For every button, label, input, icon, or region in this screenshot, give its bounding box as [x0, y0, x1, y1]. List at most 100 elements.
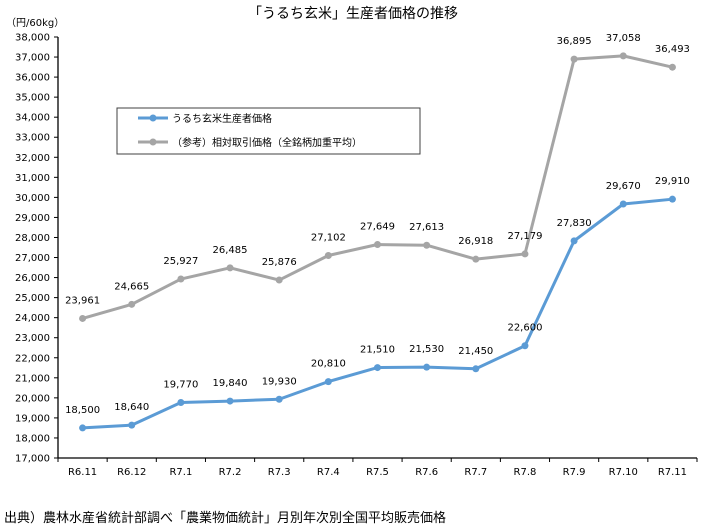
data-point — [423, 363, 431, 371]
data-point — [570, 55, 578, 63]
legend-swatch-marker — [149, 138, 157, 146]
y-tick-label: 38,000 — [15, 33, 50, 44]
data-label: 29,910 — [655, 176, 690, 187]
data-point — [472, 365, 480, 373]
data-point — [324, 378, 332, 386]
data-point — [374, 241, 381, 249]
series-producer-price: 18,500 18,640 19,770 19,840 19,930 20,810 21,5… — [65, 176, 690, 432]
y-tick-label: 24,000 — [15, 313, 50, 324]
data-label: 20,810 — [311, 359, 346, 370]
data-label: 36,895 — [557, 36, 592, 47]
legend-label: うるち玄米生産者価格 — [172, 112, 272, 125]
x-tick-label: R7.2 — [219, 467, 242, 478]
data-point — [177, 275, 185, 283]
data-point — [275, 395, 283, 403]
y-tick-label: 20,000 — [15, 393, 50, 404]
data-label: 21,450 — [458, 346, 493, 357]
data-label: 19,840 — [213, 378, 248, 389]
x-tick-label: R7.7 — [464, 467, 487, 478]
data-label: 27,613 — [409, 222, 444, 233]
data-point — [128, 421, 136, 429]
data-point — [128, 300, 136, 308]
x-tick-label: R6.12 — [117, 467, 146, 478]
data-label: 27,830 — [557, 218, 592, 229]
source-note: 出典）農林水産省統計部調べ「農業物価統計」月別年次別全国平均販売価格 — [4, 510, 446, 526]
y-tick-label: 31,000 — [15, 173, 50, 184]
legend-box — [116, 107, 421, 155]
data-label: 18,640 — [114, 402, 149, 413]
y-tick-label: 37,000 — [15, 53, 50, 64]
y-tick-label: 23,000 — [15, 333, 50, 344]
y-tick-label: 22,000 — [15, 353, 50, 364]
data-point — [521, 250, 529, 258]
data-point — [79, 314, 87, 322]
data-label: 25,876 — [262, 257, 297, 268]
data-label: 19,930 — [262, 376, 297, 387]
y-tick-label: 36,000 — [15, 73, 50, 84]
legend-swatch-marker — [149, 114, 157, 122]
data-point — [668, 195, 676, 203]
y-tick-label: 18,000 — [15, 433, 50, 444]
x-tick-label: R7.4 — [317, 467, 340, 478]
data-point — [472, 255, 480, 263]
data-point — [226, 397, 234, 405]
data-label: 27,649 — [360, 222, 395, 233]
x-tick-label: R7.8 — [514, 467, 537, 478]
y-tick-label: 34,000 — [15, 113, 50, 124]
y-tick-label: 28,000 — [15, 233, 50, 244]
data-label: 26,485 — [213, 245, 248, 256]
data-point — [619, 52, 627, 60]
data-label: 25,927 — [163, 256, 198, 267]
data-label: 21,510 — [360, 345, 395, 356]
data-label: 21,530 — [409, 344, 444, 355]
series-relative-trade-price: 23,961 24,665 25,927 26,485 25,876 27,102 27,6… — [65, 33, 690, 322]
y-tick-label: 21,000 — [15, 373, 50, 384]
y-tick-label: 33,000 — [15, 133, 50, 144]
y-tick-label: 27,000 — [15, 253, 50, 264]
data-label: 18,500 — [65, 405, 100, 416]
x-tick-label: R7.6 — [415, 467, 438, 478]
data-point — [324, 251, 332, 259]
data-point — [668, 63, 676, 71]
y-tick-label: 19,000 — [15, 413, 50, 424]
y-tick-label: 25,000 — [15, 293, 50, 304]
data-point — [275, 276, 283, 284]
y-axis-unit-label: （円/60kg） — [6, 17, 64, 29]
data-label: 27,102 — [311, 232, 346, 243]
data-label: 22,600 — [507, 323, 542, 334]
data-label: 23,961 — [65, 295, 100, 306]
data-point — [79, 424, 87, 432]
data-label: 27,179 — [507, 231, 542, 242]
series-line — [82, 54, 673, 320]
data-label: 37,058 — [606, 33, 641, 44]
data-point — [521, 342, 529, 350]
data-point — [570, 237, 578, 245]
data-point — [226, 264, 234, 272]
legend: うるち玄米生産者価格 （参考）相対取引価格（全銘柄加重平均） — [116, 107, 421, 155]
data-label: 36,493 — [655, 44, 690, 55]
x-tick-label: R7.9 — [563, 467, 586, 478]
data-label: 19,770 — [163, 379, 198, 390]
legend-label: （参考）相対取引価格（全銘柄加重平均） — [172, 136, 362, 149]
y-tick-label: 17,000 — [15, 454, 50, 465]
series-line — [82, 197, 673, 430]
data-point — [619, 200, 627, 208]
y-tick-label: 35,000 — [15, 93, 50, 104]
x-tick-label: R7.5 — [366, 467, 389, 478]
y-tick-label: 30,000 — [15, 193, 50, 204]
data-point — [374, 364, 381, 372]
y-tick-label: 26,000 — [15, 273, 50, 284]
data-label: 24,665 — [114, 281, 149, 292]
x-tick-label: R6.11 — [68, 467, 97, 478]
data-point — [423, 241, 431, 249]
x-tick-label: R7.1 — [169, 467, 192, 478]
data-label: 26,918 — [458, 236, 493, 247]
y-tick-label: 29,000 — [15, 213, 50, 224]
chart-title: 「うるち玄米」生産者価格の推移 — [248, 5, 458, 22]
x-tick-label: R7.3 — [268, 467, 291, 478]
y-tick-label: 32,000 — [15, 153, 50, 164]
data-point — [177, 398, 185, 406]
x-tick-label: R7.10 — [609, 467, 638, 478]
x-tick-label: R7.11 — [658, 467, 687, 478]
